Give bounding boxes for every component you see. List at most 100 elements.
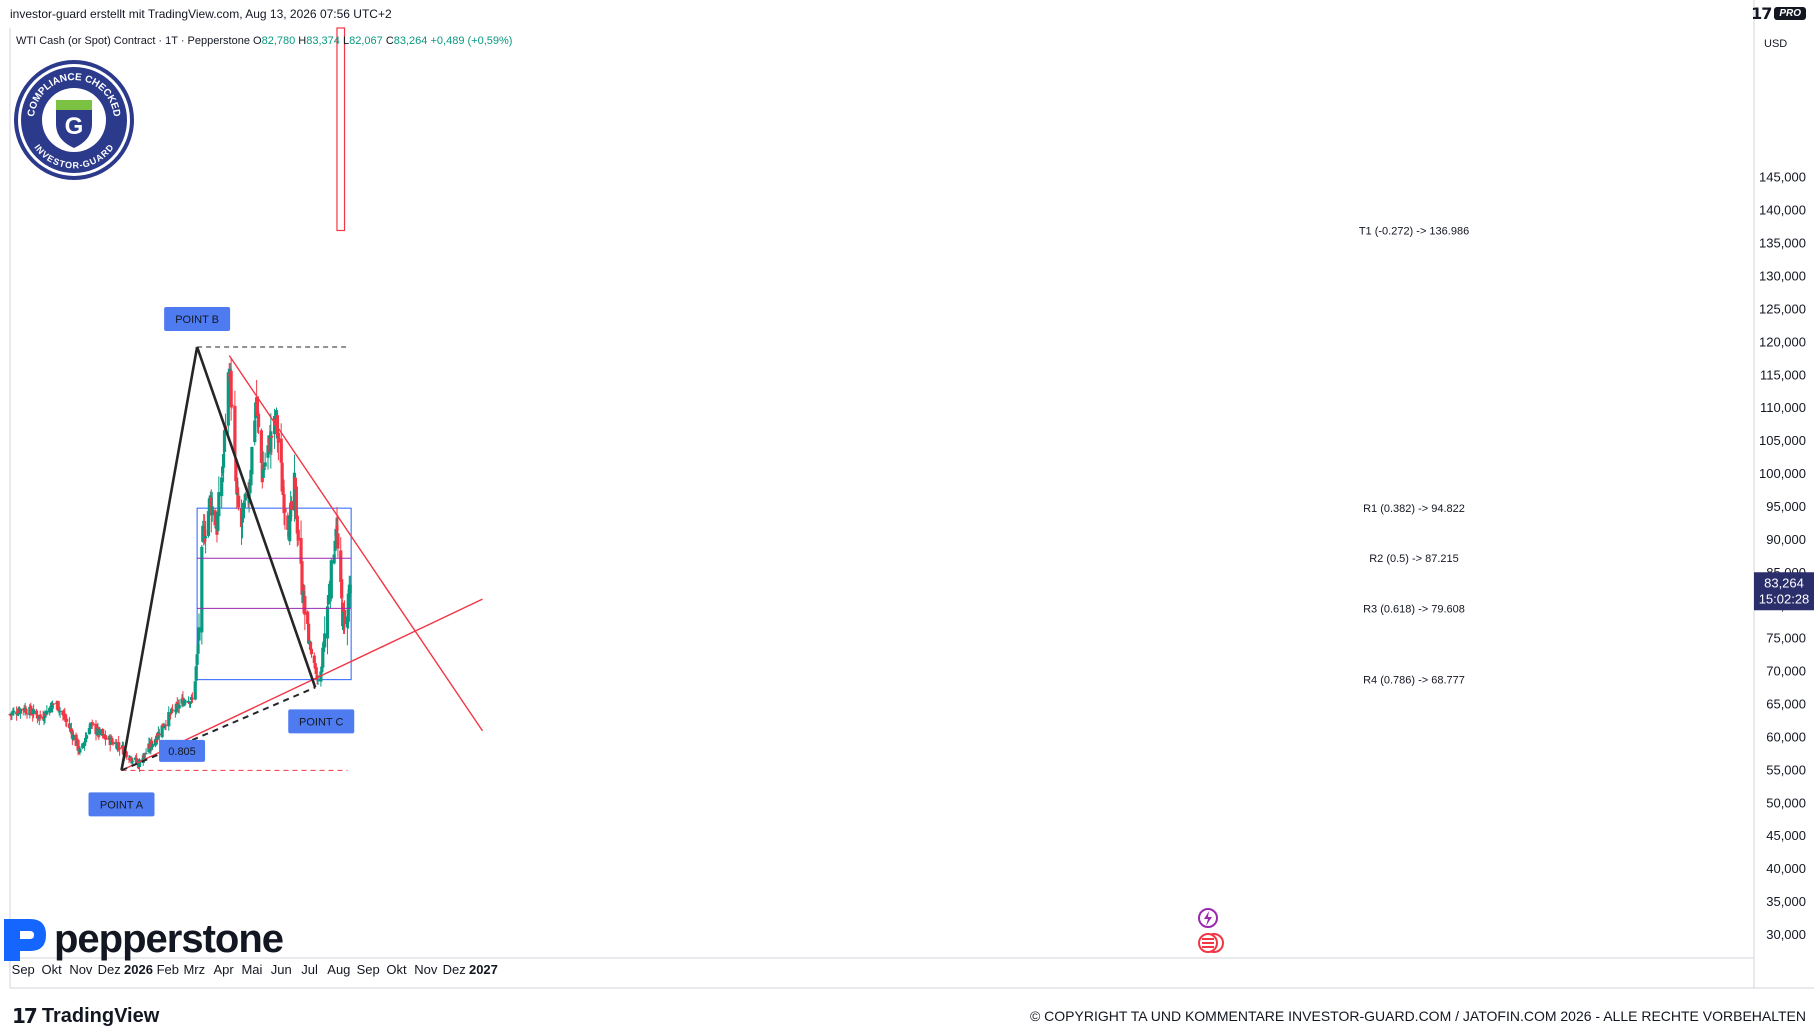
price-tick-label: 50,000 xyxy=(1766,795,1806,810)
candle-body xyxy=(194,666,198,681)
tradingview-footer-logo[interactable]: 17 TradingView xyxy=(12,1004,159,1028)
candle-body xyxy=(155,737,160,740)
ratio-label-text: 0.805 xyxy=(168,746,196,758)
price-tick-label: 125,000 xyxy=(1759,301,1806,316)
candle-body xyxy=(339,550,343,582)
point-label-text: POINT C xyxy=(299,716,343,728)
time-tick-label: Nov xyxy=(414,962,438,977)
candle-body xyxy=(255,397,259,413)
trendline-abc-2[interactable] xyxy=(195,346,317,688)
candle-body xyxy=(35,714,40,719)
candle-body xyxy=(241,502,246,519)
candle-body xyxy=(261,469,265,478)
candle-body xyxy=(167,712,171,727)
candle-body xyxy=(130,761,134,763)
candle-body xyxy=(15,714,20,716)
candle-body xyxy=(203,529,207,542)
candle-body xyxy=(162,726,166,728)
pepperstone-logo: pepperstone xyxy=(0,915,284,963)
candle-body xyxy=(182,700,186,706)
ratio-label-box[interactable] xyxy=(159,739,206,762)
candle-body xyxy=(233,405,237,456)
candle-body xyxy=(175,702,179,704)
tradingview-pro-badge[interactable]: 17 PRO xyxy=(1751,4,1806,23)
candle-body xyxy=(346,593,350,622)
symbol-legend[interactable]: WTI Cash (or Spot) Contract · 1T · Peppe… xyxy=(16,35,512,47)
candle-body xyxy=(335,525,339,531)
price-tick-label: 115,000 xyxy=(1760,367,1806,382)
candle-body xyxy=(270,435,274,438)
candle-body xyxy=(303,596,307,615)
candle-body xyxy=(308,641,313,650)
point-label-box[interactable] xyxy=(88,792,155,817)
close-value: 83,264 xyxy=(393,35,428,47)
price-tick-label: 95,000 xyxy=(1766,499,1806,514)
high-label: H xyxy=(298,35,307,47)
candle-body xyxy=(206,511,211,536)
candle-body xyxy=(184,701,188,703)
candle-body xyxy=(84,737,88,743)
candle-body xyxy=(289,504,293,517)
time-tick-label: 2026 xyxy=(124,962,153,977)
price-tick-label: 30,000 xyxy=(1766,927,1806,942)
candle-body xyxy=(276,432,280,443)
candle-body xyxy=(313,663,317,669)
candle-body xyxy=(293,477,297,490)
trendline-upper[interactable] xyxy=(228,355,484,732)
candle-body xyxy=(282,494,286,514)
candle-body xyxy=(195,654,199,665)
currency-label[interactable]: USD xyxy=(1764,38,1788,50)
candle-body xyxy=(269,431,273,452)
candle-body xyxy=(103,735,108,740)
candle-body xyxy=(9,714,13,716)
candle-body xyxy=(151,744,155,747)
candle-body xyxy=(129,757,133,762)
flag-stripe xyxy=(1202,942,1214,944)
time-tick-label: Okt xyxy=(386,962,407,977)
point-label-text: POINT A xyxy=(100,799,144,811)
candle-body xyxy=(334,528,338,537)
fib-level-label: R1 (0.382) -> 94.822 xyxy=(1363,503,1465,515)
tradingview-logo-icon: 17 xyxy=(1751,4,1772,23)
price-tick-label: 140,000 xyxy=(1759,203,1806,218)
candle-body xyxy=(61,710,65,715)
candle-body xyxy=(207,498,211,515)
last-price-value: 83,264 xyxy=(1764,575,1804,590)
candle-body xyxy=(235,480,239,495)
candle-body xyxy=(110,739,114,742)
candle-body xyxy=(200,546,204,633)
last-price-tag[interactable] xyxy=(1754,572,1814,611)
top-bar: investor-guard erstellt mit TradingView.… xyxy=(0,0,1814,28)
pepperstone-wordmark: pepperstone xyxy=(54,916,284,961)
candle-body xyxy=(222,430,227,452)
candle-body xyxy=(323,633,327,648)
candle-body xyxy=(24,708,28,714)
point-label-box[interactable] xyxy=(288,709,355,734)
candle-body xyxy=(34,710,39,715)
candle-body xyxy=(342,609,347,625)
price-tick-label: 130,000 xyxy=(1759,269,1806,284)
candle-body xyxy=(174,703,178,713)
candle-body xyxy=(32,709,36,715)
trendline-abc-1[interactable] xyxy=(120,346,199,771)
low-label: L xyxy=(342,35,350,47)
open-value: 82,780 xyxy=(261,35,296,47)
candle-body xyxy=(290,501,294,510)
candle-body xyxy=(326,595,331,605)
event-icons[interactable] xyxy=(1198,908,1224,953)
point-label-box[interactable] xyxy=(164,306,231,331)
trendline-a-c[interactable] xyxy=(121,686,316,772)
candle-body xyxy=(58,710,62,712)
candle-body xyxy=(135,758,139,763)
target-box[interactable] xyxy=(336,27,346,232)
time-tick-label: Jul xyxy=(301,962,318,977)
time-tick-label: Sep xyxy=(12,962,35,977)
candle-body xyxy=(202,526,206,529)
time-tick-label: Mrz xyxy=(183,962,205,977)
candle-body xyxy=(236,493,240,496)
fib-zone-box[interactable] xyxy=(196,507,352,681)
candle-body xyxy=(210,506,214,516)
shield-icon xyxy=(56,100,92,148)
candle-body xyxy=(67,723,72,729)
